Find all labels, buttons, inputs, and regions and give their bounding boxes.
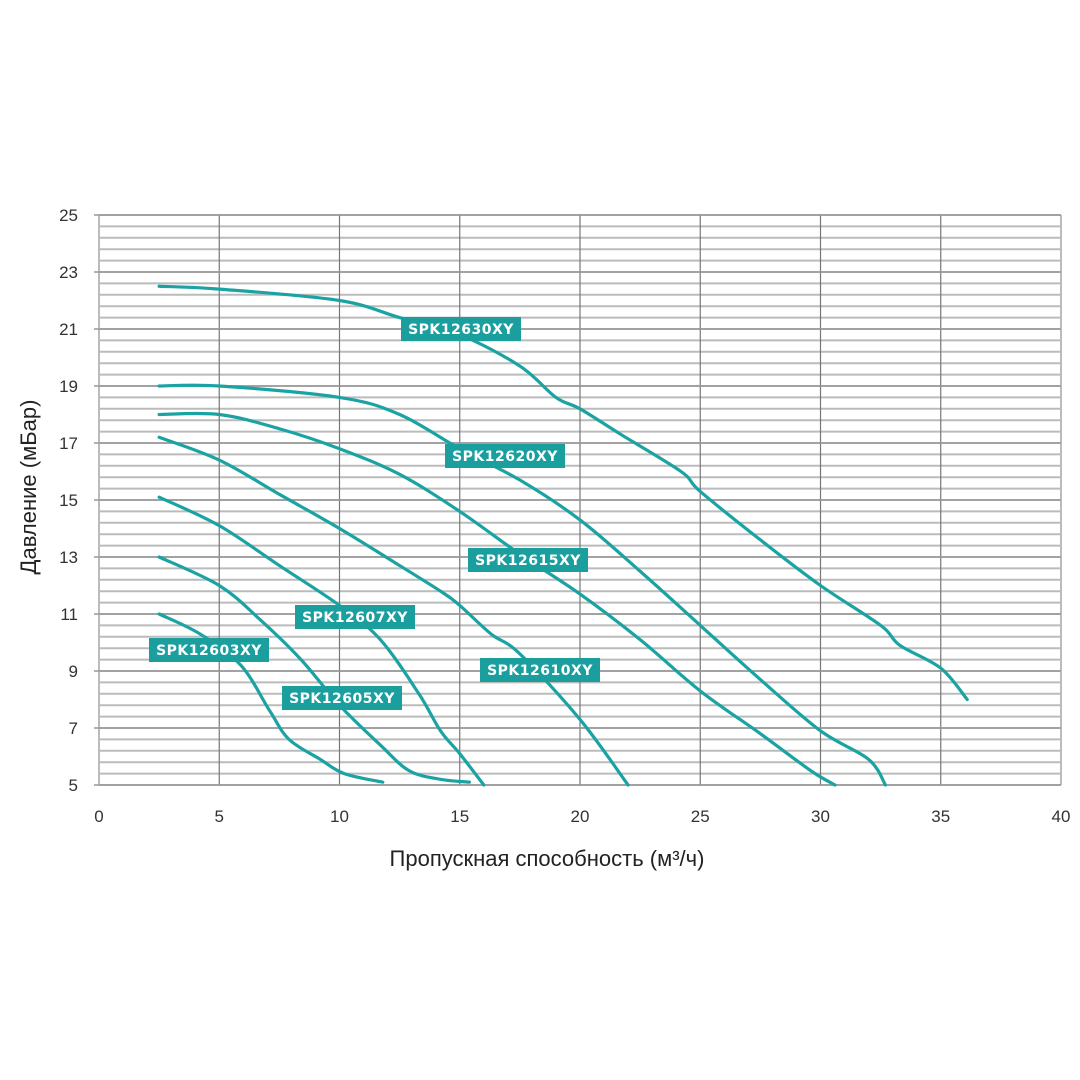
series-line-spk12630xy — [157, 284, 969, 702]
x-tick-label: 30 — [811, 807, 830, 826]
x-axis-label: Пропускная способность (м³/ч) — [390, 846, 705, 871]
series-label-bg — [282, 686, 402, 710]
y-tick-label: 25 — [59, 206, 78, 225]
y-tick-label: 11 — [60, 605, 78, 624]
series-label-spk12605xy: SPK12605XY — [289, 691, 395, 707]
y-tick-label: 17 — [59, 434, 78, 453]
y-axis-label: Давление (мБар) — [16, 400, 41, 575]
x-tick-label: 0 — [94, 807, 103, 826]
x-tick-label: 15 — [450, 807, 469, 826]
series-label-bg — [401, 317, 521, 341]
series-label-bg — [445, 444, 565, 468]
y-tick-label: 9 — [69, 662, 78, 681]
series-label-spk12630xy: SPK12630XY — [408, 322, 514, 338]
series-label-bg — [149, 638, 269, 662]
y-tick-label: 13 — [59, 548, 78, 567]
series-label-spk12615xy: SPK12615XY — [475, 553, 581, 569]
series-lines — [157, 284, 969, 787]
x-tick-label: 20 — [571, 807, 590, 826]
series-label-bg — [468, 548, 588, 572]
series-label-spk12620xy: SPK12620XY — [452, 449, 558, 465]
series-label-spk12603xy: SPK12603XY — [156, 643, 262, 659]
grid — [94, 214, 1062, 786]
y-tick-label: 23 — [59, 263, 78, 282]
x-tick-label: 25 — [691, 807, 710, 826]
x-tick-label: 40 — [1052, 807, 1071, 826]
y-tick-label: 21 — [59, 320, 78, 339]
x-tick-label: 35 — [931, 807, 950, 826]
y-tick-label: 7 — [69, 719, 78, 738]
series-label-spk12610xy: SPK12610XY — [487, 663, 593, 679]
y-tick-label: 5 — [69, 776, 78, 795]
x-tick-label: 10 — [330, 807, 349, 826]
series-label-spk12607xy: SPK12607XY — [302, 610, 408, 626]
y-tick-label: 15 — [59, 491, 78, 510]
series-labels: SPK12630XY SPK12620XY SPK12615XY SPK12610XY… — [149, 317, 600, 710]
series-line-spk12607xy — [157, 495, 486, 787]
y-tick-label: 19 — [59, 377, 78, 396]
series-label-bg — [480, 658, 600, 682]
series-line-spk12620xy — [157, 383, 888, 787]
x-tick-label: 5 — [215, 807, 224, 826]
series-label-bg — [295, 605, 415, 629]
series-line-spk12610xy — [157, 435, 630, 787]
series-line-spk12603xy — [157, 612, 385, 784]
